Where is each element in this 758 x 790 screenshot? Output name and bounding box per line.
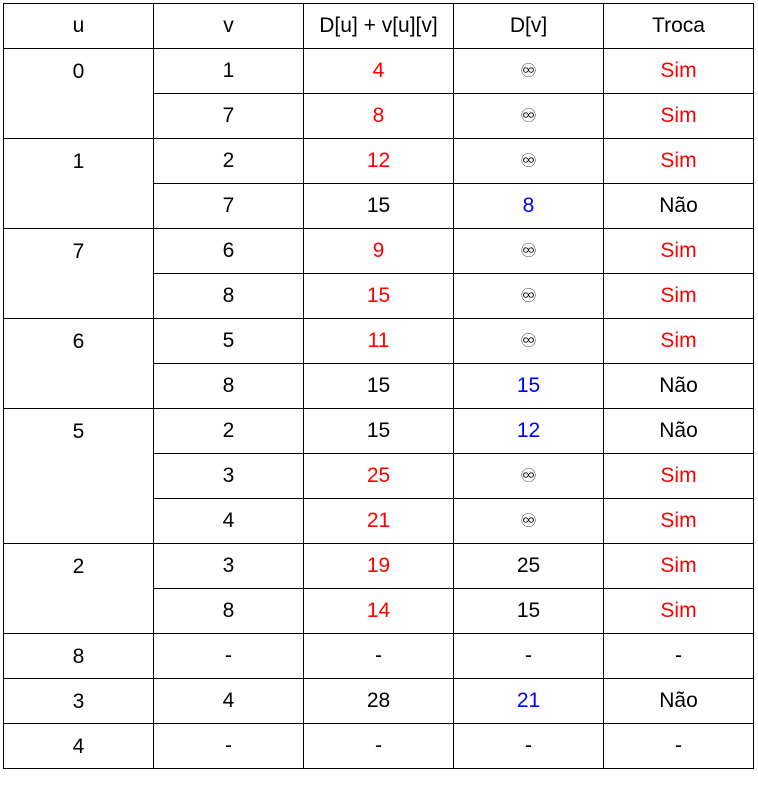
cell-dv: ♾ — [453, 138, 604, 184]
cell-v: 8 — [153, 363, 304, 409]
cell-troca: Sim — [603, 453, 754, 499]
header-dv: D[v] — [453, 3, 604, 49]
cell-v: 2 — [153, 138, 304, 184]
cell-sum: - — [303, 723, 454, 769]
table-row: 5 2 15 12 Não — [3, 408, 754, 544]
cell-dv: ♾ — [453, 48, 604, 94]
cell-v: 4 — [153, 498, 304, 544]
cell-v: 4 — [153, 678, 304, 724]
table-row: 4 21 ♾ Sim — [4, 498, 754, 544]
table-row: 8 14 15 Sim — [4, 588, 754, 634]
table-row: 3 4 28 21 Não — [3, 678, 754, 724]
table-row: 7 6 9 ♾ Sim — [3, 228, 754, 319]
cell-sum: 15 — [303, 408, 454, 454]
cell-v: 8 — [153, 273, 304, 319]
cell-troca: Sim — [603, 228, 754, 274]
cell-u: 1 — [3, 138, 154, 229]
table-row: 7 8 ♾ Sim — [4, 93, 754, 139]
cell-v: 7 — [153, 93, 304, 139]
table-row: 4---- — [3, 723, 754, 769]
table-header: u v D[u] + v[u][v] D[v] Troca — [3, 3, 754, 49]
cell-troca: Sim — [603, 588, 754, 634]
table-row: 6 5 11 ♾ Sim — [3, 318, 754, 409]
table-row: 1 2 12 ♾ Sim — [3, 138, 754, 229]
cell-sum: 21 — [303, 498, 454, 544]
cell-troca: Não — [603, 363, 754, 409]
cell-u: 0 — [3, 48, 154, 139]
cell-dv: ♾ — [453, 453, 604, 499]
cell-u: 6 — [3, 318, 154, 409]
cell-v: - — [153, 633, 304, 679]
cell-dv: ♾ — [453, 498, 604, 544]
cell-sum: 19 — [303, 543, 454, 589]
cell-troca: Não — [603, 408, 754, 454]
cell-dv: - — [453, 633, 604, 679]
cell-troca: - — [603, 723, 754, 769]
cell-u: 5 — [3, 408, 154, 544]
header-row: u v D[u] + v[u][v] D[v] Troca — [3, 3, 754, 49]
cell-sum: - — [303, 633, 454, 679]
cell-dv: ♾ — [453, 318, 604, 364]
cell-sum: 15 — [303, 273, 454, 319]
cell-v: 2 — [153, 408, 304, 454]
table-body: 0 1 4 ♾ Sim 7 8 ♾ Sim 1 2 12 ♾ Sim 7 15 8 Não 7 6 9 ♾ Sim 8 15 ♾ S… — [3, 48, 754, 769]
cell-v: 3 — [153, 543, 304, 589]
cell-v: 3 — [153, 453, 304, 499]
cell-troca: Sim — [603, 138, 754, 184]
table-row: 0 1 4 ♾ Sim — [3, 48, 754, 139]
cell-v: - — [153, 723, 304, 769]
cell-troca: Sim — [603, 498, 754, 544]
cell-dv: ♾ — [453, 93, 604, 139]
table-row: 8---- — [3, 633, 754, 679]
cell-v: 7 — [153, 183, 304, 229]
cell-dv: ♾ — [453, 228, 604, 274]
cell-u: 7 — [3, 228, 154, 319]
header-troca: Troca — [603, 3, 754, 49]
cell-sum: 14 — [303, 588, 454, 634]
table-row: 7 15 8 Não — [4, 183, 754, 229]
cell-u: 3 — [3, 678, 154, 724]
cell-v: 6 — [153, 228, 304, 274]
cell-sum: 25 — [303, 453, 454, 499]
table-row: 8 15 15 Não — [4, 363, 754, 409]
header-v: v — [153, 3, 304, 49]
dijkstra-table: u v D[u] + v[u][v] D[v] Troca 0 1 4 ♾ Sim 7 8 ♾… — [3, 3, 754, 769]
cell-troca: Sim — [603, 48, 754, 94]
cell-troca: Não — [603, 183, 754, 229]
cell-sum: 11 — [303, 318, 454, 364]
cell-sum: 4 — [303, 48, 454, 94]
cell-dv: 12 — [453, 408, 604, 454]
cell-v: 8 — [153, 588, 304, 634]
cell-v: 1 — [153, 48, 304, 94]
cell-sum: 15 — [303, 363, 454, 409]
header-sum: D[u] + v[u][v] — [303, 3, 454, 49]
cell-u: 4 — [3, 723, 154, 769]
cell-troca: Não — [603, 678, 754, 724]
cell-troca: - — [603, 633, 754, 679]
cell-sum: 8 — [303, 93, 454, 139]
cell-sum: 9 — [303, 228, 454, 274]
header-u: u — [3, 3, 154, 49]
table-row: 2 3 19 25 Sim — [3, 543, 754, 634]
cell-dv: 21 — [453, 678, 604, 724]
cell-sum: 12 — [303, 138, 454, 184]
cell-dv: 8 — [453, 183, 604, 229]
cell-troca: Sim — [603, 273, 754, 319]
cell-dv: 15 — [453, 588, 604, 634]
cell-troca: Sim — [603, 543, 754, 589]
cell-dv: 15 — [453, 363, 604, 409]
cell-dv: ♾ — [453, 273, 604, 319]
cell-dv: 25 — [453, 543, 604, 589]
table-row: 3 25 ♾ Sim — [4, 453, 754, 499]
cell-troca: Sim — [603, 93, 754, 139]
cell-troca: Sim — [603, 318, 754, 364]
cell-u: 2 — [3, 543, 154, 634]
cell-u: 8 — [3, 633, 154, 679]
cell-sum: 28 — [303, 678, 454, 724]
cell-dv: - — [453, 723, 604, 769]
cell-v: 5 — [153, 318, 304, 364]
cell-sum: 15 — [303, 183, 454, 229]
